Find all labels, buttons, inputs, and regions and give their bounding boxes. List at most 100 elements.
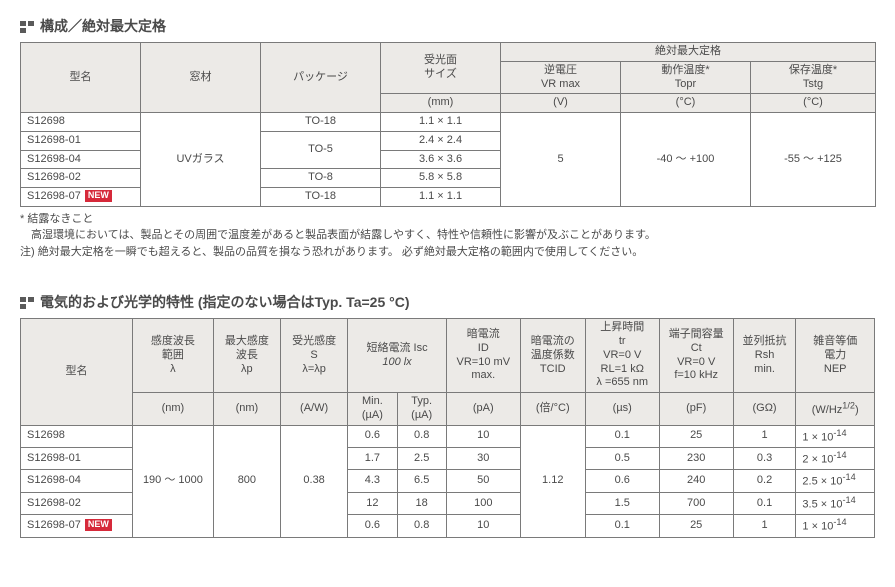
cell-s: 0.38 <box>280 425 347 537</box>
table-row: S12698190 ～ 10008000.380.60.8101.120.125… <box>21 425 875 447</box>
cell-tr: 0.5 <box>585 447 659 469</box>
th2-lp-unit: (nm) <box>213 393 280 426</box>
th2-isctyp: Typ. (µA) <box>397 393 446 426</box>
cell-id: 10 <box>446 515 520 537</box>
cell-model: S12698-04 <box>21 470 133 492</box>
cell-pkg: TO-8 <box>261 169 381 188</box>
th2-lambda-p: 最大感度 波長 λp <box>213 319 280 393</box>
section-marker-icon <box>20 20 34 32</box>
th-tstg-unit: (°C) <box>751 94 876 113</box>
cell-model: S12698-01 <box>21 447 133 469</box>
cell-ct: 25 <box>659 515 733 537</box>
cell-ct: 240 <box>659 470 733 492</box>
cell-id: 100 <box>446 492 520 514</box>
th2-lambda-range: 感度波長 範囲 λ <box>133 319 214 393</box>
section1-title: 構成／絶対最大定格 <box>40 16 166 36</box>
cell-nep: 2 × 10-14 <box>796 447 875 469</box>
th2-tcid: 暗電流の 温度係数 TCID <box>520 319 585 393</box>
section1-header: 構成／絶対最大定格 <box>20 16 875 36</box>
cell-lambda_p: 800 <box>213 425 280 537</box>
cell-pkg: TO-5 <box>261 131 381 169</box>
cell-tstg: -55 ～ +125 <box>751 113 876 207</box>
section2-title: 電気的および光学的特性 (指定のない場合はTyp. Ta=25 °C) <box>40 292 410 312</box>
section2-header: 電気的および光学的特性 (指定のない場合はTyp. Ta=25 °C) <box>20 292 875 312</box>
cell-isc_min: 4.3 <box>348 470 397 492</box>
cell-pkg: TO-18 <box>261 188 381 207</box>
th2-isc-group: 短絡電流 Isc 100 lx <box>348 319 447 393</box>
table-absolute-max: 型名 窓材 パッケージ 受光面サイズ 絶対最大定格 逆電圧 VR max 動作温… <box>20 42 876 207</box>
cell-size: 5.8 × 5.8 <box>381 169 501 188</box>
th2-ct: 端子間容量 Ct VR=0 V f=10 kHz <box>659 319 733 393</box>
th-size: 受光面サイズ <box>381 43 501 94</box>
th2-iscmin: Min. (µA) <box>348 393 397 426</box>
cell-ct: 25 <box>659 425 733 447</box>
cell-nep: 1 × 10-14 <box>796 515 875 537</box>
th-vr-unit: (V) <box>501 94 621 113</box>
cell-tr: 0.1 <box>585 515 659 537</box>
th2-rsh-unit: (GΩ) <box>733 393 796 426</box>
th-topr: 動作温度* Topr <box>621 61 751 94</box>
cell-isc_typ: 0.8 <box>397 425 446 447</box>
table-row: S12698UVガラスTO-181.1 × 1.15-40 ～ +100-55 … <box>21 113 876 132</box>
cell-size: 3.6 × 3.6 <box>381 150 501 169</box>
th-size-unit: (mm) <box>381 94 501 113</box>
th-tstg: 保存温度* Tstg <box>751 61 876 94</box>
cell-isc_typ: 0.8 <box>397 515 446 537</box>
th-absmax-group: 絶対最大定格 <box>501 43 876 62</box>
th-window: 窓材 <box>141 43 261 113</box>
new-badge: NEW <box>85 519 112 531</box>
cell-model: S12698 <box>21 113 141 132</box>
cell-model: S12698-02 <box>21 169 141 188</box>
cell-ct: 230 <box>659 447 733 469</box>
cell-tr: 0.6 <box>585 470 659 492</box>
cell-isc_min: 12 <box>348 492 397 514</box>
cell-model: S12698-07NEW <box>21 188 141 207</box>
cell-isc_typ: 2.5 <box>397 447 446 469</box>
cell-id: 10 <box>446 425 520 447</box>
th2-nep-unit: (W/Hz1/2) <box>796 393 875 426</box>
cell-rsh: 0.2 <box>733 470 796 492</box>
cell-rsh: 0.1 <box>733 492 796 514</box>
cell-model: S12698-07NEW <box>21 515 133 537</box>
cell-rsh: 1 <box>733 425 796 447</box>
th2-rsh: 並列抵抗 Rsh min. <box>733 319 796 393</box>
cell-isc_min: 1.7 <box>348 447 397 469</box>
note-text2: 注) 絶対最大定格を一瞬でも超えると、製品の品質を損なう恐れがあります。 必ず絶… <box>20 244 875 261</box>
note-star: * 結露なきこと <box>20 211 875 228</box>
cell-size: 1.1 × 1.1 <box>381 188 501 207</box>
cell-nep: 3.5 × 10-14 <box>796 492 875 514</box>
th2-id-unit: (pA) <box>446 393 520 426</box>
cell-topr: -40 ～ +100 <box>621 113 751 207</box>
th2-ct-unit: (pF) <box>659 393 733 426</box>
th2-s-unit: (A/W) <box>280 393 347 426</box>
cell-rsh: 1 <box>733 515 796 537</box>
th-vr: 逆電圧 VR max <box>501 61 621 94</box>
th2-tr-unit: (µs) <box>585 393 659 426</box>
th2-id: 暗電流 ID VR=10 mV max. <box>446 319 520 393</box>
th2-tcid-unit: (倍/°C) <box>520 393 585 426</box>
cell-isc_typ: 6.5 <box>397 470 446 492</box>
cell-id: 30 <box>446 447 520 469</box>
table-electrical-optical: 型名 感度波長 範囲 λ 最大感度 波長 λp 受光感度 S λ=λp 短絡電流… <box>20 318 875 537</box>
cell-model: S12698-04 <box>21 150 141 169</box>
th2-s: 受光感度 S λ=λp <box>280 319 347 393</box>
cell-ct: 700 <box>659 492 733 514</box>
cell-id: 50 <box>446 470 520 492</box>
cell-vr_max: 5 <box>501 113 621 207</box>
th2-tr: 上昇時間 tr VR=0 V RL=1 kΩ λ =655 nm <box>585 319 659 393</box>
th-model: 型名 <box>21 43 141 113</box>
section-marker-icon <box>20 296 34 308</box>
section1-notes: * 結露なきこと 高湿環境においては、製品とその周囲で温度差があると製品表面が結… <box>20 211 875 261</box>
cell-tr: 0.1 <box>585 425 659 447</box>
th2-model: 型名 <box>21 319 133 425</box>
th-package: パッケージ <box>261 43 381 113</box>
cell-isc_min: 0.6 <box>348 425 397 447</box>
cell-nep: 2.5 × 10-14 <box>796 470 875 492</box>
th2-lr-unit: (nm) <box>133 393 214 426</box>
th2-nep: 雑音等価 電力 NEP <box>796 319 875 393</box>
th-topr-unit: (°C) <box>621 94 751 113</box>
cell-window: UVガラス <box>141 113 261 207</box>
new-badge: NEW <box>85 190 112 202</box>
cell-nep: 1 × 10-14 <box>796 425 875 447</box>
cell-isc_min: 0.6 <box>348 515 397 537</box>
